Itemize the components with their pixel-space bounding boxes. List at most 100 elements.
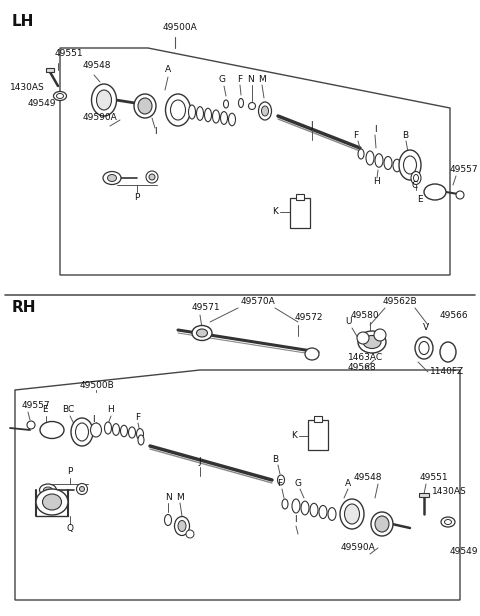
Text: BC: BC: [62, 405, 74, 415]
Text: 1430AS: 1430AS: [10, 83, 45, 92]
Text: B: B: [272, 455, 278, 464]
Text: 49557: 49557: [450, 166, 479, 174]
Bar: [308, 420, 328, 450]
Text: N: N: [248, 76, 254, 84]
Ellipse shape: [36, 489, 68, 515]
Ellipse shape: [440, 342, 456, 362]
Text: U: U: [345, 317, 351, 326]
Ellipse shape: [411, 171, 421, 185]
Circle shape: [357, 332, 369, 344]
Circle shape: [374, 329, 386, 341]
Text: F: F: [277, 479, 283, 488]
Circle shape: [80, 487, 84, 492]
Text: J: J: [311, 121, 313, 131]
Ellipse shape: [39, 484, 57, 496]
Text: 49566: 49566: [440, 312, 468, 320]
Ellipse shape: [204, 108, 212, 122]
Text: 49557: 49557: [22, 400, 50, 410]
Text: V: V: [423, 323, 429, 333]
Ellipse shape: [196, 107, 204, 120]
Ellipse shape: [40, 421, 64, 439]
Text: 49549: 49549: [28, 100, 57, 108]
Ellipse shape: [138, 435, 144, 445]
Text: E: E: [42, 405, 48, 415]
Bar: [46, 68, 54, 72]
Ellipse shape: [358, 331, 386, 353]
Text: A: A: [345, 479, 351, 488]
Ellipse shape: [134, 94, 156, 118]
Text: 1430AS: 1430AS: [432, 487, 467, 496]
Text: 49500A: 49500A: [163, 23, 198, 33]
Ellipse shape: [166, 94, 191, 126]
Text: I: I: [374, 126, 376, 134]
Text: C: C: [412, 180, 418, 190]
Text: 49548: 49548: [354, 474, 382, 482]
Ellipse shape: [262, 106, 268, 116]
Text: 49500B: 49500B: [80, 381, 115, 389]
Ellipse shape: [363, 336, 381, 349]
Circle shape: [149, 174, 155, 180]
Ellipse shape: [441, 517, 455, 527]
Text: 49551: 49551: [55, 49, 84, 59]
Ellipse shape: [91, 423, 101, 437]
Ellipse shape: [57, 94, 63, 99]
Ellipse shape: [213, 110, 219, 123]
Text: 1463AC: 1463AC: [348, 354, 383, 362]
Text: 49549: 49549: [450, 548, 479, 556]
Text: 49562B: 49562B: [383, 298, 417, 307]
Bar: [290, 198, 310, 228]
Ellipse shape: [319, 506, 327, 519]
Circle shape: [146, 171, 158, 183]
Ellipse shape: [112, 424, 120, 436]
Text: J: J: [199, 458, 201, 466]
Text: I: I: [294, 516, 296, 524]
Ellipse shape: [375, 154, 383, 168]
Text: F: F: [353, 131, 359, 140]
Ellipse shape: [358, 149, 364, 159]
Ellipse shape: [345, 504, 360, 524]
Ellipse shape: [404, 156, 417, 174]
Ellipse shape: [44, 487, 52, 493]
Text: 49571: 49571: [192, 304, 221, 312]
Ellipse shape: [277, 475, 285, 485]
Ellipse shape: [129, 427, 135, 438]
Ellipse shape: [136, 429, 144, 439]
Ellipse shape: [384, 156, 392, 169]
Text: I: I: [92, 416, 95, 424]
Text: F: F: [135, 413, 141, 423]
Text: H: H: [373, 177, 380, 187]
Ellipse shape: [120, 425, 128, 437]
Ellipse shape: [239, 99, 243, 108]
Ellipse shape: [301, 501, 309, 515]
Ellipse shape: [165, 514, 171, 525]
Ellipse shape: [75, 423, 88, 441]
Ellipse shape: [220, 111, 228, 124]
Ellipse shape: [424, 184, 446, 200]
Ellipse shape: [178, 521, 186, 532]
Ellipse shape: [305, 348, 319, 360]
Ellipse shape: [92, 84, 117, 116]
Text: 49590A: 49590A: [341, 543, 375, 553]
Text: 49568: 49568: [348, 363, 377, 373]
Ellipse shape: [138, 98, 152, 114]
Text: G: G: [295, 479, 301, 488]
Ellipse shape: [415, 337, 433, 359]
Ellipse shape: [282, 499, 288, 509]
Ellipse shape: [366, 151, 374, 165]
Ellipse shape: [413, 174, 419, 182]
Text: E: E: [417, 195, 423, 205]
Ellipse shape: [292, 499, 300, 513]
Ellipse shape: [328, 508, 336, 521]
Ellipse shape: [43, 494, 61, 510]
Text: G: G: [218, 76, 226, 84]
Ellipse shape: [196, 329, 207, 337]
Text: N: N: [165, 493, 171, 503]
Ellipse shape: [393, 160, 401, 172]
Text: LH: LH: [12, 14, 35, 29]
Bar: [296, 194, 304, 200]
Bar: [314, 416, 322, 422]
Text: 49580: 49580: [351, 312, 379, 320]
Text: 49570A: 49570A: [240, 298, 276, 307]
Ellipse shape: [444, 519, 452, 524]
Circle shape: [27, 421, 35, 429]
